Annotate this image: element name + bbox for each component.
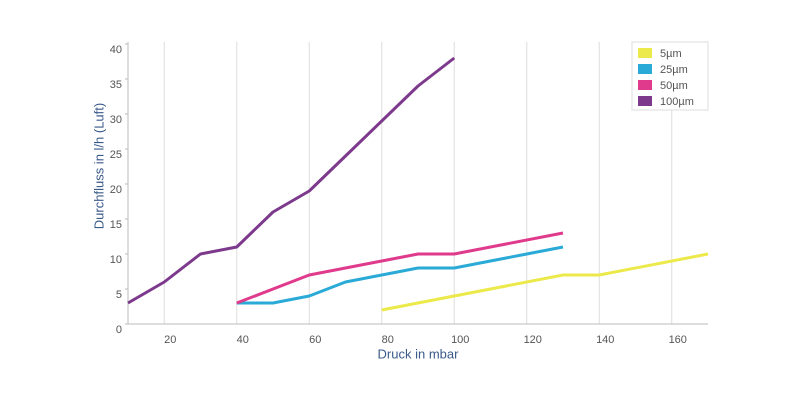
legend-swatch [638, 80, 652, 90]
x-tick-label: 160 [669, 334, 687, 346]
y-tick-label: 35 [110, 79, 122, 91]
y-tick-label: 20 [110, 184, 122, 196]
x-tick-label: 60 [309, 334, 321, 346]
x-tick-label: 80 [382, 334, 394, 346]
y-tick-label: 40 [110, 44, 122, 56]
legend-label: 25µm [660, 64, 688, 76]
x-tick-label: 140 [596, 334, 614, 346]
series-line [236, 231, 564, 305]
y-tick-label: 25 [110, 149, 122, 161]
legend-swatch [638, 64, 652, 74]
legend-swatch [638, 48, 652, 58]
x-tick-label: 20 [164, 334, 176, 346]
y-tick-label: 30 [110, 114, 122, 126]
y-tick-label: 15 [110, 219, 122, 231]
series-line [236, 245, 564, 305]
legend-label: 100µm [660, 96, 694, 108]
legend-label: 50µm [660, 80, 688, 92]
legend-swatch [638, 96, 652, 106]
y-tick-label: 10 [110, 254, 122, 266]
legend-label: 5µm [660, 48, 682, 60]
x-tick-label: 40 [237, 334, 249, 346]
x-tick-label: 100 [451, 334, 469, 346]
y-tick-label: 0 [116, 324, 122, 336]
y-tick-label: 5 [116, 289, 122, 301]
series-line [127, 56, 456, 305]
x-axis-title: Druck in mbar [378, 346, 460, 361]
y-axis-title: Durchfluss in l/h (Luft) [91, 103, 106, 229]
series-line [381, 252, 709, 312]
x-tick-label: 120 [524, 334, 542, 346]
